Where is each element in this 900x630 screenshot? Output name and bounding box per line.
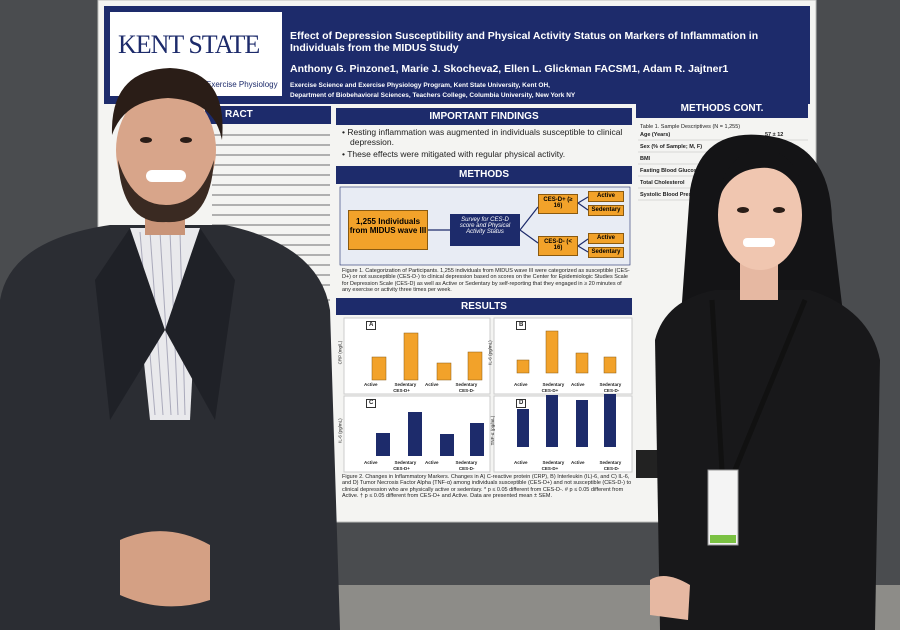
panel-letter: D	[516, 399, 527, 408]
affiliation: Department of Biobehavioral Sciences, Te…	[290, 92, 576, 99]
flow-sedentary: Sedentary	[588, 247, 624, 258]
finding-bullet: • Resting inflammation was augmented in …	[342, 127, 623, 147]
findings-list: • Resting inflammation was augmented in …	[342, 127, 630, 161]
group-label: Sedentary	[599, 460, 622, 465]
section-header: RACT	[205, 106, 331, 124]
group-label: Sedentary	[394, 382, 417, 387]
group-label: Sedentary	[394, 460, 417, 465]
section-header: METHODS CONT.	[636, 100, 808, 118]
section-header: RESULTS	[336, 298, 632, 315]
flow-survey: Survey for CES-D score and Physical Acti…	[450, 214, 520, 246]
logo-department: Exercise Physiology	[206, 80, 278, 89]
panel-letter: B	[516, 321, 527, 330]
table-cell: BMI	[640, 156, 651, 162]
table-cell: Sex (% of Sample; M, F)	[640, 144, 703, 150]
flow-sedentary: Sedentary	[588, 205, 624, 216]
flow-participants: 1,255 Individuals from MIDUS wave III	[348, 210, 428, 250]
flow-active: Active	[588, 233, 624, 244]
table-cell: Age (Years)	[640, 132, 671, 138]
group-label: Active	[514, 382, 528, 387]
group-label: Active	[425, 382, 439, 387]
group-label: CES-D+	[541, 466, 559, 471]
flow-negative: CES-D- (< 16)	[538, 236, 578, 256]
group-label: Active	[514, 460, 528, 465]
figure-caption: Figure 1. Categorization of Participants…	[342, 268, 630, 293]
group-label: Sedentary	[455, 382, 478, 387]
group-label: CES-D-	[603, 466, 620, 471]
group-label: Sedentary	[599, 382, 622, 387]
section-header: METHODS	[336, 166, 632, 184]
poster-title: Effect of Depression Susceptibility and …	[290, 30, 759, 55]
section-header: IMPORTANT FINDINGS	[336, 108, 632, 125]
figure-caption: Figure 2. Changes in Inflammatory Marker…	[342, 474, 632, 499]
panel-letter: A	[366, 321, 377, 330]
group-label: Sedentary	[542, 382, 565, 387]
group-label: CES-D+	[541, 388, 559, 393]
table-title: Table 1. Sample Descriptives (N = 1,255)	[640, 124, 741, 130]
group-label: Active	[425, 460, 439, 465]
panel-letter: C	[366, 399, 377, 408]
result-charts	[343, 317, 633, 473]
group-label: CES-D-	[458, 466, 475, 471]
flow-active: Active	[588, 191, 624, 202]
group-label: CES-D-	[603, 388, 620, 393]
flow-positive: CES-D+ (≥ 16)	[538, 194, 578, 214]
logo-name: KENT STATE	[118, 30, 260, 59]
group-label: CES-D+	[393, 388, 410, 393]
table-cell: Systolic Blood Pressure	[640, 192, 704, 198]
poster-authors: Anthony G. Pinzone1, Marie J. Skocheva2,…	[290, 63, 729, 75]
group-label: Sedentary	[542, 460, 565, 465]
group-label: Sedentary	[455, 460, 478, 465]
table-cell: Total Cholesterol	[640, 180, 685, 186]
group-label: CES-D+	[393, 466, 410, 471]
flow-arrows	[428, 196, 589, 253]
group-label: Active	[571, 382, 585, 387]
man	[0, 68, 340, 630]
table-cell: 57 ± 12	[765, 132, 784, 138]
finding-bullet: • These effects were mitigated with regu…	[342, 148, 566, 159]
group-label: Active	[364, 460, 378, 465]
woman	[650, 134, 880, 630]
group-label: Active	[364, 382, 378, 387]
table-cell: Fasting Blood Glucose	[640, 168, 700, 174]
group-label: Active	[571, 460, 585, 465]
affiliation: Exercise Science and Exercise Physiology…	[290, 82, 550, 89]
group-label: CES-D-	[458, 388, 475, 393]
